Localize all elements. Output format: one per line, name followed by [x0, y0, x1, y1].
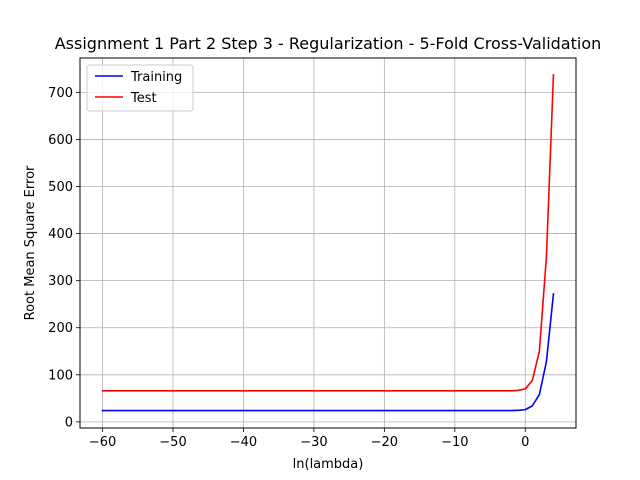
plot-frame: [79, 57, 577, 429]
y-tick-label: 600: [48, 133, 73, 148]
x-tick-label: −50: [159, 435, 186, 450]
chart-title: Assignment 1 Part 2 Step 3 - Regularizat…: [55, 34, 602, 53]
x-tick-label: −20: [371, 435, 398, 450]
x-axis-label: ln(lambda): [293, 457, 364, 472]
grid: [80, 58, 576, 428]
legend-label-training: Training: [130, 70, 182, 85]
y-tick-label: 400: [48, 227, 73, 242]
series-line-training: [101, 292, 555, 412]
y-axis-ticks: 0 100 200 300 400 500 600 700: [48, 86, 80, 430]
x-tick-label: 0: [521, 435, 529, 450]
y-tick-label: 0: [65, 415, 73, 430]
y-tick-label: 500: [48, 180, 73, 195]
y-axis-label: Root Mean Square Error: [23, 165, 38, 320]
x-axis-ticks: −60 −50 −40 −30 −20 −10 0: [89, 428, 529, 450]
y-tick-label: 300: [48, 274, 73, 289]
y-tick-label: 700: [48, 86, 73, 101]
series-line-test: [101, 74, 555, 392]
y-tick-label: 100: [48, 368, 73, 383]
x-tick-label: −60: [89, 435, 116, 450]
y-tick-label: 200: [48, 321, 73, 336]
x-tick-label: −40: [230, 435, 257, 450]
x-tick-label: −30: [300, 435, 327, 450]
x-tick-label: −10: [441, 435, 468, 450]
legend-label-test: Test: [130, 91, 157, 106]
series-lines: [101, 74, 555, 412]
legend: Training Test: [86, 64, 194, 112]
